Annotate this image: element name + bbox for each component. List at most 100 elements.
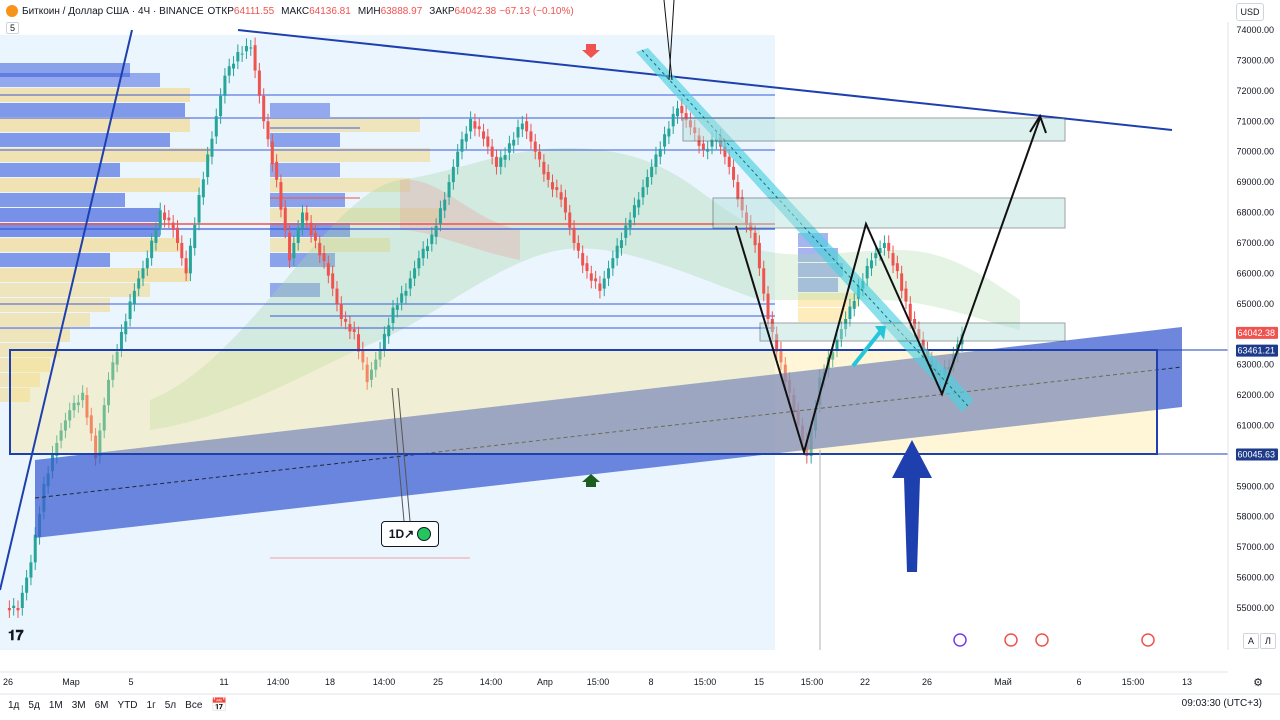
volume-profile-bar: [270, 118, 420, 132]
projection-arrowhead: [1029, 113, 1047, 134]
candle-body: [266, 121, 270, 140]
channel-midline: [34, 366, 1183, 499]
candle-body: [197, 195, 201, 223]
settings-icon[interactable]: ⚙: [1253, 677, 1263, 689]
candle-body: [641, 187, 645, 198]
candle-body: [344, 319, 348, 322]
candle-body: [921, 339, 925, 350]
candle-body: [486, 136, 490, 147]
candle-body: [365, 364, 369, 383]
thin-line: [663, 0, 673, 81]
price-axis[interactable]: 74000.00 73000.00 72000.00 71000.00 70000.00…: [1227, 22, 1280, 650]
time-tick-label: Апр: [537, 677, 553, 687]
volume-profile-bar: [270, 238, 390, 252]
range-button-3[interactable]: 3М: [71, 699, 86, 711]
time-tick-label: 14:00: [480, 677, 503, 687]
price-tick-label: 63000.00: [1236, 360, 1274, 370]
candle-body: [296, 227, 300, 243]
price-tick-label: 61000.00: [1236, 420, 1274, 430]
bottom-toolbar: 1д 5д 1М 3М 6М YTD 1г 5л Все 📅 09:03:30 (UTC+3): [0, 694, 1280, 716]
candle-body: [16, 608, 20, 611]
log-scale-button[interactable]: Л: [1260, 633, 1276, 649]
symbol-name[interactable]: Биткоин / Доллар США · 4Ч · BINANCE: [22, 5, 204, 17]
tradingview-logo-icon[interactable]: 𝟏𝟕: [8, 628, 24, 644]
time-tick-label: 15: [754, 677, 764, 687]
candle-body: [107, 379, 111, 406]
candle-body: [529, 131, 533, 142]
candle-body: [701, 143, 705, 150]
symbol-header: Биткоин / Доллар США · 4Ч · BINANCE ОТКР…: [0, 0, 577, 22]
candle-body: [589, 273, 593, 281]
price-tick-label: 58000.00: [1236, 512, 1274, 522]
range-button-8[interactable]: Все: [185, 699, 203, 711]
candle-body: [413, 268, 417, 279]
candle-body: [693, 127, 697, 134]
cyan-arrow: [851, 330, 882, 368]
candle-body: [382, 333, 386, 350]
volume-profile-bar: [0, 163, 120, 177]
candle-body: [585, 263, 589, 272]
candle-body: [624, 225, 628, 238]
volume-profile-bar: [270, 103, 330, 117]
date-range-icon[interactable]: 📅: [211, 697, 228, 712]
candle-body: [25, 577, 29, 593]
range-button-6[interactable]: 1г: [146, 699, 156, 711]
price-tick-label: 55000.00: [1236, 603, 1274, 613]
range-button-2[interactable]: 1М: [48, 699, 63, 711]
candle-body: [331, 273, 335, 289]
candle-body: [270, 141, 274, 165]
range-button-1[interactable]: 5д: [28, 699, 40, 711]
candle-body: [576, 242, 580, 251]
candle-body: [749, 222, 753, 231]
candle-body: [201, 179, 205, 198]
price-tick-label: 69000.00: [1236, 177, 1274, 187]
time-tick-label: Мар: [62, 677, 80, 687]
interval-badge[interactable]: 5: [6, 22, 20, 34]
candle-body: [895, 263, 899, 272]
price-tick-label: 68000.00: [1236, 208, 1274, 218]
candle-body: [581, 253, 585, 266]
candle-body: [128, 301, 132, 319]
candle-body: [81, 392, 85, 401]
candle-body: [779, 349, 783, 363]
candle-body: [361, 349, 365, 363]
candle-body: [710, 139, 714, 147]
candle-body: [68, 410, 72, 421]
clock[interactable]: 09:03:30 (UTC+3): [1181, 698, 1262, 709]
event-icon: [1004, 633, 1018, 647]
candle-body: [400, 293, 404, 303]
high-value: 64136.81: [309, 5, 351, 17]
price-tick-label: 65000.00: [1236, 299, 1274, 309]
price-tick-label: 56000.00: [1236, 573, 1274, 583]
candle-body: [917, 329, 921, 340]
candle-body: [628, 219, 632, 228]
candle-body: [469, 118, 473, 132]
range-button-5[interactable]: YTD: [117, 699, 138, 711]
auto-scale-button[interactable]: A: [1243, 633, 1259, 649]
price-tick-label: 66000.00: [1236, 268, 1274, 278]
volume-profile-bar: [270, 283, 320, 297]
candle-body: [145, 258, 149, 269]
candle-body: [844, 319, 848, 330]
candle-body: [887, 242, 891, 251]
candle-body: [33, 534, 37, 563]
volume-profile-bar: [798, 278, 838, 292]
candle-body: [111, 362, 115, 380]
range-button-0[interactable]: 1д: [8, 699, 20, 711]
candle-body: [546, 171, 550, 180]
volume-profile-bar: [0, 253, 110, 267]
candle-body: [29, 562, 33, 578]
candle-body: [891, 253, 895, 266]
range-button-7[interactable]: 5л: [164, 699, 177, 711]
candle-body: [878, 248, 882, 254]
range-button-4[interactable]: 6М: [94, 699, 109, 711]
time-axis[interactable]: 26 Мар 5 11 14:00 18 14:00 25 14:00 Апр 15:00 8 15:0…: [0, 671, 1280, 695]
candle-body: [594, 278, 598, 282]
green-arrow-marker: [582, 474, 600, 487]
currency-button[interactable]: USD: [1236, 3, 1264, 21]
candle-body: [175, 227, 179, 243]
cloud-area: [400, 179, 520, 260]
time-tick-label: 15:00: [587, 677, 610, 687]
time-tick-label: 15:00: [1122, 677, 1145, 687]
